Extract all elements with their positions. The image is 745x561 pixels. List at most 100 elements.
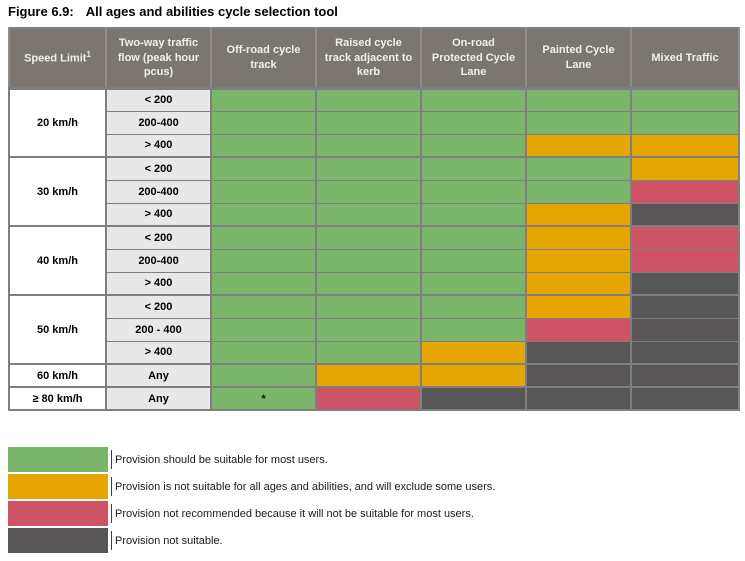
legend-divider <box>111 450 112 469</box>
provision-cell <box>210 133 317 158</box>
provision-cell <box>630 363 740 388</box>
flow-cell: Any <box>105 363 212 388</box>
legend-item-suitable: Provision should be suitable for most us… <box>8 447 495 472</box>
flow-cell: > 400 <box>105 202 212 227</box>
speed-group-60: 60 km/h Any <box>8 363 740 388</box>
speed-limit-cell: 60 km/h <box>8 363 107 388</box>
provision-cell <box>210 179 317 204</box>
col-header-speed-limit-text: Speed Limit <box>24 52 87 65</box>
figure-caption: All ages and abilities cycle selection t… <box>85 4 338 19</box>
flow-cell: Any <box>105 386 212 411</box>
flow-cell: < 200 <box>105 294 212 319</box>
table-row: 50 km/h < 200 <box>8 294 740 365</box>
provision-cell <box>210 340 317 365</box>
provision-cell <box>630 248 740 273</box>
flow-cell: 200-400 <box>105 248 212 273</box>
speed-group-80: ≥ 80 km/h Any * <box>8 386 740 411</box>
provision-cell <box>525 317 632 342</box>
legend-item-not-recommended: Provision not recommended because it wil… <box>8 501 495 526</box>
provision-cell <box>525 202 632 227</box>
legend-item-excludes-some: Provision is not suitable for all ages a… <box>8 474 495 499</box>
provision-cell <box>525 271 632 296</box>
legend-swatch-red <box>8 501 108 526</box>
provision-cell-with-footnote: * <box>210 386 317 411</box>
table-row: 200-400 <box>9 110 740 135</box>
provision-cell <box>210 271 317 296</box>
legend-divider <box>111 504 112 523</box>
provision-cell <box>630 133 740 158</box>
flow-cell: 200-400 <box>105 110 212 135</box>
flow-cell: > 400 <box>105 271 212 296</box>
provision-cell <box>420 156 527 181</box>
provision-cell <box>525 248 632 273</box>
flow-cell: < 200 <box>105 87 212 112</box>
provision-cell <box>315 340 422 365</box>
provision-cell <box>315 271 422 296</box>
provision-cell <box>315 363 422 388</box>
table-row: 30 km/h < 200 <box>8 156 740 227</box>
provision-cell <box>630 179 740 204</box>
provision-cell <box>420 133 527 158</box>
provision-cell <box>210 156 317 181</box>
col-header-speed-limit: Speed Limit1 <box>8 27 107 90</box>
provision-cell <box>315 248 422 273</box>
legend-label: Provision not recommended because it wil… <box>115 507 474 520</box>
legend-swatch-orange <box>8 474 108 499</box>
flow-cell: > 400 <box>105 340 212 365</box>
provision-cell <box>210 87 317 112</box>
provision-cell <box>630 317 740 342</box>
table-row: > 400 <box>9 202 740 227</box>
provision-cell <box>525 156 632 181</box>
table-row: ≥ 80 km/h Any * <box>8 386 740 411</box>
provision-cell <box>525 133 632 158</box>
provision-cell <box>420 294 527 319</box>
flow-cell: < 200 <box>105 156 212 181</box>
legend-divider <box>111 531 112 550</box>
provision-cell <box>210 202 317 227</box>
footnote-asterisk: * <box>261 392 266 405</box>
col-header-protected-lane: On-road Protected Cycle Lane <box>420 27 527 90</box>
provision-cell <box>315 110 422 135</box>
provision-cell <box>210 363 317 388</box>
provision-cell <box>420 248 527 273</box>
speed-group-40: 40 km/h < 200 200-400 > 400 <box>8 225 740 296</box>
col-header-raised-track: Raised cycle track adjacent to kerb <box>315 27 422 90</box>
table-row: 20 km/h < 200 <box>8 87 740 158</box>
legend-item-not-suitable: Provision not suitable. <box>8 528 495 553</box>
provision-cell <box>630 87 740 112</box>
table-row: 60 km/h Any <box>8 363 740 388</box>
provision-cell <box>210 294 317 319</box>
table-row: > 400 <box>9 271 740 296</box>
provision-cell <box>420 179 527 204</box>
provision-cell <box>630 294 740 319</box>
speed-limit-cell: 50 km/h <box>8 294 107 365</box>
provision-cell <box>525 110 632 135</box>
provision-cell <box>315 294 422 319</box>
provision-cell <box>630 202 740 227</box>
table-row: 200-400 <box>9 179 740 204</box>
provision-cell <box>420 202 527 227</box>
provision-cell <box>315 87 422 112</box>
flow-cell: < 200 <box>105 225 212 250</box>
provision-cell <box>420 317 527 342</box>
provision-cell <box>420 386 527 411</box>
flow-cell: 200 - 400 <box>105 317 212 342</box>
legend-label: Provision is not suitable for all ages a… <box>115 480 496 493</box>
provision-cell <box>525 179 632 204</box>
provision-cell <box>315 156 422 181</box>
header-row: Speed Limit1 Two-way traffic flow (peak … <box>8 27 740 90</box>
provision-cell <box>315 133 422 158</box>
col-header-mixed-traffic: Mixed Traffic <box>630 27 740 90</box>
provision-cell <box>630 110 740 135</box>
provision-cell <box>630 156 740 181</box>
provision-cell <box>525 294 632 319</box>
legend-divider <box>111 477 112 496</box>
provision-cell <box>315 386 422 411</box>
legend: Provision should be suitable for most us… <box>8 447 495 555</box>
provision-cell <box>525 363 632 388</box>
provision-cell <box>630 340 740 365</box>
provision-cell <box>420 271 527 296</box>
provision-cell <box>210 225 317 250</box>
provision-cell <box>420 87 527 112</box>
table-row: > 400 <box>9 133 740 158</box>
